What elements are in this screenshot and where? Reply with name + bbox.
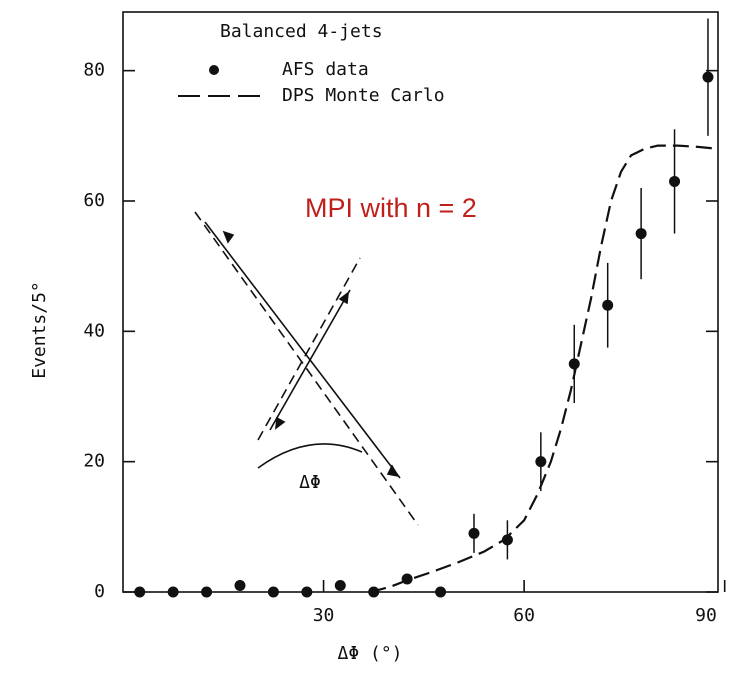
plot-frame: [122, 11, 719, 593]
inset-label: ΔΦ: [299, 472, 321, 493]
legend-label: DPS Monte Carlo: [282, 85, 445, 106]
x-tick-label: 90: [695, 605, 717, 626]
data-point: [334, 579, 346, 591]
y-tick-label: 0: [94, 581, 105, 602]
data-point: [201, 586, 213, 598]
data-point: [535, 456, 547, 468]
data-point: [602, 299, 614, 311]
annotation: MPI with n = 2: [305, 193, 477, 223]
y-tick-label: 40: [83, 320, 105, 341]
y-tick-label: 20: [83, 451, 105, 472]
y-tick-label: 60: [83, 190, 105, 211]
x-tick-label: 60: [513, 605, 535, 626]
data-point: [568, 358, 580, 370]
data-point: [267, 586, 279, 598]
data-point: [501, 534, 513, 546]
data-point: [669, 175, 681, 187]
data-point: [635, 228, 647, 240]
legend-swatch: [209, 65, 219, 75]
x-tick-label: 30: [313, 605, 335, 626]
data-point: [468, 527, 480, 539]
data-point: [301, 586, 313, 598]
data-point: [167, 586, 179, 598]
y-axis-label: Events/5°: [29, 281, 50, 379]
data-point: [134, 586, 146, 598]
legend-title: Balanced 4-jets: [220, 21, 383, 42]
mc-line: [370, 144, 719, 594]
data-point: [234, 579, 246, 591]
y-tick-label: 80: [83, 60, 105, 81]
x-axis-label: ΔΦ (°): [337, 643, 402, 664]
data-point: [435, 586, 447, 598]
legend-label: AFS data: [282, 59, 369, 80]
data-point: [702, 71, 714, 83]
inset-diagram: [194, 211, 419, 526]
